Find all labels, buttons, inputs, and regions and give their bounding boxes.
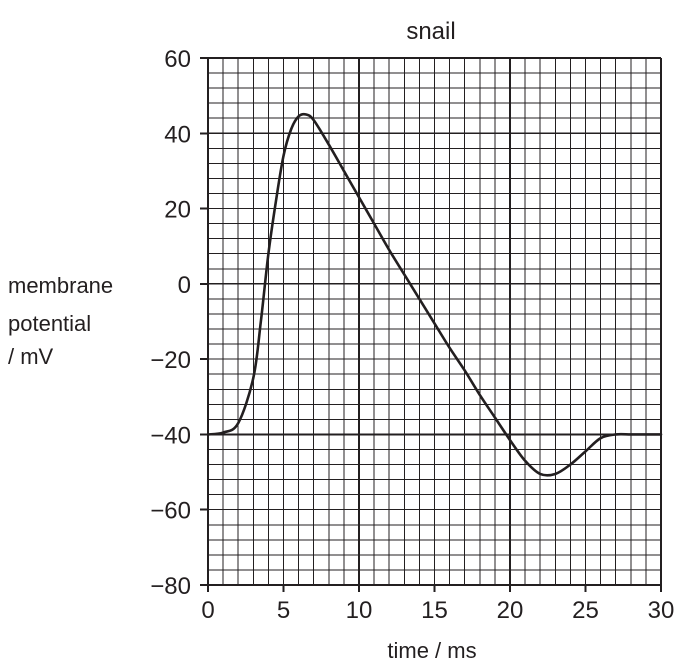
series-line-0 <box>206 112 663 477</box>
y-tick-label: −80 <box>150 573 191 600</box>
x-tick-label: 5 <box>277 597 290 624</box>
series-layer <box>206 112 663 477</box>
y-tick-label: 40 <box>164 121 191 148</box>
text-layer: snail membrane potential / mV time / ms … <box>8 18 674 663</box>
y-axis-label-line-2: potential <box>8 311 91 336</box>
y-axis-label-line-3: / mV <box>8 344 54 369</box>
y-axis-label-line-1: membrane <box>8 273 113 298</box>
y-tick-label: 60 <box>164 46 191 73</box>
x-tick-label: 15 <box>421 597 448 624</box>
chart-title: snail <box>406 18 455 45</box>
x-axis-label: time / ms <box>387 638 476 663</box>
y-tick-label: −60 <box>150 498 191 525</box>
x-tick-label: 25 <box>572 597 599 624</box>
y-tick-label: 20 <box>164 197 191 224</box>
grid-layer <box>208 58 661 585</box>
x-tick-label: 20 <box>497 597 524 624</box>
x-tick-label: 0 <box>201 597 214 624</box>
axis-frame <box>200 57 662 592</box>
y-tick-label: 0 <box>178 272 191 299</box>
x-tick-label: 10 <box>346 597 373 624</box>
x-tick-label: 30 <box>648 597 675 624</box>
y-tick-label: −40 <box>150 422 191 449</box>
y-tick-label: −20 <box>150 347 191 374</box>
